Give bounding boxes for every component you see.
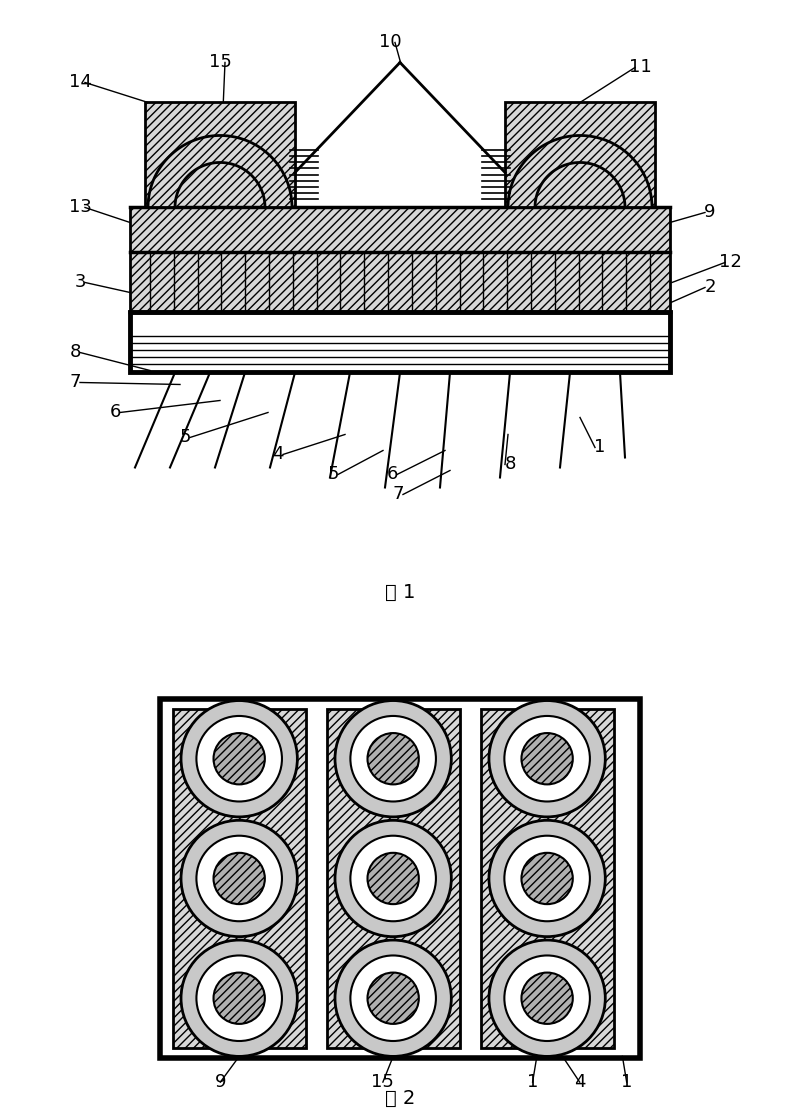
Bar xyxy=(145,102,295,208)
Circle shape xyxy=(197,836,282,921)
Circle shape xyxy=(504,716,590,802)
Text: 7: 7 xyxy=(70,374,81,391)
Circle shape xyxy=(489,821,606,936)
Circle shape xyxy=(335,701,451,817)
Circle shape xyxy=(367,853,419,904)
Text: 10: 10 xyxy=(378,33,402,51)
Text: 4: 4 xyxy=(574,1073,586,1091)
Text: 3: 3 xyxy=(74,274,86,291)
Text: 8: 8 xyxy=(504,456,516,474)
Bar xyxy=(505,102,655,208)
Text: 14: 14 xyxy=(69,73,91,91)
Circle shape xyxy=(350,836,436,921)
Circle shape xyxy=(350,955,436,1041)
Text: 9: 9 xyxy=(704,203,716,221)
Text: 2: 2 xyxy=(704,278,716,297)
Circle shape xyxy=(335,940,451,1056)
Circle shape xyxy=(489,940,606,1056)
Text: 1: 1 xyxy=(621,1073,632,1091)
Circle shape xyxy=(335,821,451,936)
Circle shape xyxy=(197,955,282,1041)
Text: 13: 13 xyxy=(69,198,91,217)
Circle shape xyxy=(181,821,298,936)
Text: 6: 6 xyxy=(386,466,398,484)
Text: 7: 7 xyxy=(392,486,404,504)
Text: 5: 5 xyxy=(179,428,190,447)
Text: 15: 15 xyxy=(371,1073,394,1091)
Circle shape xyxy=(367,733,419,784)
Bar xyxy=(482,709,614,1048)
Circle shape xyxy=(504,836,590,921)
Bar xyxy=(130,208,670,252)
Circle shape xyxy=(181,701,298,817)
Text: 9: 9 xyxy=(214,1073,226,1091)
Text: 图 1: 图 1 xyxy=(385,583,415,602)
Circle shape xyxy=(350,716,436,802)
Bar xyxy=(327,709,460,1048)
Circle shape xyxy=(214,973,265,1024)
Text: 4: 4 xyxy=(272,446,284,464)
Polygon shape xyxy=(148,136,292,208)
Text: 图 2: 图 2 xyxy=(385,1089,415,1108)
Bar xyxy=(130,312,670,373)
Text: 15: 15 xyxy=(209,53,231,71)
Text: 8: 8 xyxy=(70,344,81,361)
Polygon shape xyxy=(508,136,652,208)
Circle shape xyxy=(522,733,573,784)
Circle shape xyxy=(214,733,265,784)
Bar xyxy=(174,709,306,1048)
Circle shape xyxy=(367,973,419,1024)
Text: 5: 5 xyxy=(327,466,338,484)
Circle shape xyxy=(214,853,265,904)
Circle shape xyxy=(489,701,606,817)
Text: 1: 1 xyxy=(527,1073,538,1091)
Text: 12: 12 xyxy=(718,254,742,271)
Bar xyxy=(130,252,670,312)
Text: 11: 11 xyxy=(629,59,651,77)
Text: 6: 6 xyxy=(110,404,121,421)
Circle shape xyxy=(181,940,298,1056)
Circle shape xyxy=(522,973,573,1024)
Circle shape xyxy=(522,853,573,904)
Text: 1: 1 xyxy=(594,438,606,457)
Bar xyxy=(161,698,639,1059)
Circle shape xyxy=(504,955,590,1041)
Circle shape xyxy=(197,716,282,802)
